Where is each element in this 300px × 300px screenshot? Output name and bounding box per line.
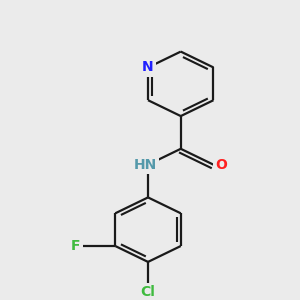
Text: HN: HN	[134, 158, 157, 172]
Text: N: N	[142, 61, 154, 74]
Text: O: O	[215, 158, 227, 172]
Text: F: F	[71, 239, 80, 253]
Text: Cl: Cl	[141, 285, 155, 299]
